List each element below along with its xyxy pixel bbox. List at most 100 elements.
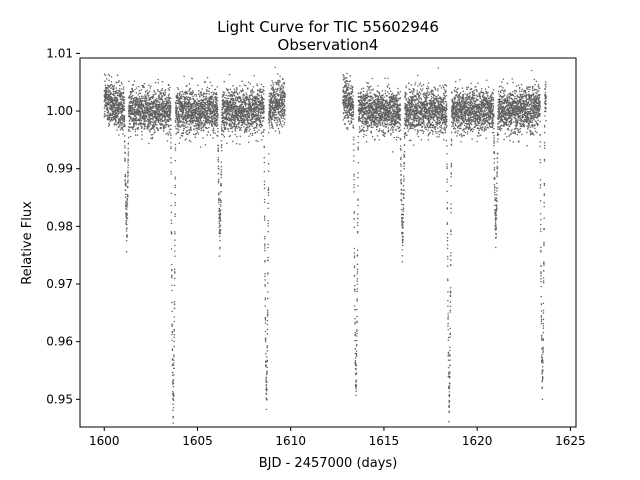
- flux-point: [212, 132, 215, 134]
- flux-point: [131, 87, 133, 90]
- flux-point: [192, 133, 195, 136]
- flux-point: [139, 116, 142, 119]
- flux-point: [352, 101, 355, 103]
- flux-point: [344, 107, 346, 109]
- flux-point: [231, 91, 233, 93]
- flux-point: [264, 272, 266, 275]
- flux-point: [143, 127, 146, 129]
- flux-point: [355, 355, 358, 357]
- flux-point: [355, 380, 358, 382]
- flux-point: [266, 297, 269, 300]
- flux-point: [270, 84, 272, 87]
- flux-point: [168, 93, 170, 95]
- flux-point: [221, 111, 224, 114]
- flux-point: [223, 124, 226, 127]
- flux-point: [280, 111, 282, 113]
- flux-point: [179, 91, 181, 93]
- flux-point: [181, 102, 183, 105]
- flux-point: [267, 191, 270, 194]
- flux-point: [153, 91, 156, 93]
- flux-point: [343, 78, 345, 80]
- flux-point: [226, 122, 228, 124]
- flux-point: [216, 110, 219, 113]
- flux-point: [201, 88, 203, 90]
- flux-point: [274, 91, 276, 94]
- flux-point: [263, 215, 266, 217]
- flux-point: [282, 117, 285, 119]
- flux-point: [279, 122, 282, 125]
- flux-point: [129, 93, 132, 95]
- flux-point: [216, 121, 218, 124]
- flux-point: [117, 98, 119, 101]
- flux-point: [170, 124, 172, 127]
- flux-point: [168, 131, 171, 133]
- flux-point: [247, 120, 249, 122]
- flux-point: [107, 91, 110, 93]
- flux-point: [276, 98, 279, 101]
- flux-point: [109, 120, 111, 123]
- flux-point: [345, 109, 348, 112]
- flux-point: [135, 108, 137, 111]
- flux-point: [243, 94, 246, 97]
- flux-point: [257, 113, 260, 115]
- flux-point: [153, 94, 155, 96]
- flux-point: [143, 86, 145, 88]
- flux-point: [238, 129, 241, 131]
- flux-point: [353, 305, 356, 307]
- flux-point: [223, 112, 226, 115]
- flux-point: [266, 356, 268, 358]
- flux-point: [218, 255, 221, 257]
- flux-point: [263, 156, 265, 159]
- flux-point: [118, 80, 120, 82]
- flux-point: [104, 101, 107, 104]
- flux-point: [282, 86, 285, 88]
- flux-point: [175, 121, 177, 124]
- flux-point: [107, 125, 110, 127]
- flux-point: [278, 113, 280, 115]
- flux-point: [214, 123, 217, 126]
- flux-point: [347, 86, 350, 89]
- flux-point: [133, 100, 135, 103]
- flux-point: [258, 98, 260, 101]
- flux-point: [189, 111, 192, 113]
- flux-point: [127, 169, 129, 172]
- flux-point: [216, 96, 218, 99]
- flux-point: [154, 81, 157, 84]
- flux-point: [259, 121, 262, 124]
- flux-point: [116, 129, 118, 131]
- flux-point: [246, 96, 249, 98]
- flux-point: [164, 92, 166, 94]
- flux-point: [182, 131, 185, 134]
- flux-point: [169, 102, 172, 105]
- flux-point: [187, 102, 190, 105]
- flux-point: [170, 211, 173, 214]
- flux-point: [144, 90, 147, 93]
- flux-point: [249, 104, 252, 106]
- flux-point: [174, 176, 177, 179]
- flux-point: [142, 97, 144, 99]
- flux-point: [173, 316, 176, 318]
- flux-point: [157, 101, 159, 103]
- flux-point: [353, 217, 356, 220]
- flux-point: [185, 108, 188, 110]
- flux-point: [146, 99, 148, 101]
- flux-point: [174, 215, 176, 217]
- flux-point: [171, 289, 173, 292]
- flux-point: [151, 133, 154, 136]
- flux-point: [173, 277, 176, 280]
- flux-point: [108, 85, 110, 87]
- flux-point: [174, 147, 177, 149]
- flux-point: [220, 139, 223, 142]
- flux-point: [104, 114, 107, 116]
- flux-point: [249, 101, 251, 103]
- flux-point: [210, 91, 213, 94]
- flux-point: [111, 116, 114, 119]
- flux-point: [109, 112, 112, 114]
- flux-point: [267, 282, 269, 284]
- flux-point: [174, 204, 176, 206]
- flux-point: [353, 210, 355, 213]
- flux-point: [148, 84, 150, 87]
- flux-point: [141, 99, 144, 102]
- flux-point: [267, 189, 270, 191]
